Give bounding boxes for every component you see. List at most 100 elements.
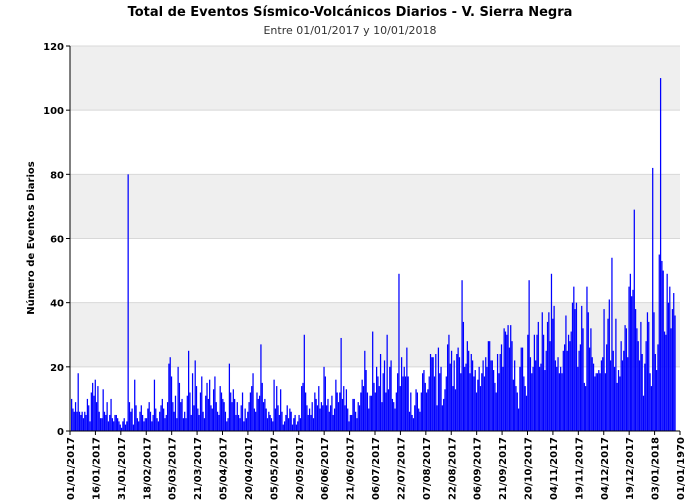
bar <box>452 386 454 431</box>
bar <box>199 392 202 431</box>
bar <box>557 357 559 431</box>
bar <box>608 299 610 431</box>
bar <box>583 382 585 432</box>
bar <box>153 379 156 431</box>
bar <box>98 411 100 431</box>
bar <box>172 402 174 432</box>
bar <box>389 366 391 431</box>
bar <box>308 408 311 431</box>
bar <box>362 386 365 431</box>
x-tick-label: 19/11/2017 <box>574 437 585 500</box>
bar <box>642 395 645 431</box>
bar <box>383 360 386 431</box>
bar <box>282 424 284 431</box>
bar <box>564 344 566 432</box>
bar <box>88 405 90 431</box>
x-ticks: 01/01/2017 16/01/2017 31/01/2017 18/02/2017… <box>66 431 687 500</box>
bar <box>174 395 177 431</box>
bar <box>135 405 137 431</box>
bar <box>429 354 432 431</box>
bar <box>615 318 617 431</box>
bar <box>612 350 614 431</box>
bar <box>571 302 574 431</box>
bar <box>169 357 171 431</box>
bar <box>575 302 578 431</box>
bar <box>436 405 438 431</box>
bar <box>134 379 136 431</box>
bar <box>416 392 418 431</box>
bar <box>435 354 437 431</box>
bar <box>403 366 405 431</box>
bar <box>354 411 357 431</box>
bar <box>311 402 313 432</box>
bar <box>374 392 376 431</box>
bar <box>214 376 216 431</box>
bar <box>673 293 675 431</box>
bar <box>470 354 472 431</box>
bar <box>315 398 317 431</box>
bar <box>127 174 129 431</box>
bar <box>464 366 466 431</box>
bar <box>212 389 215 431</box>
bar <box>577 366 579 431</box>
bar <box>659 78 662 431</box>
bar <box>152 414 154 431</box>
bar <box>606 344 608 432</box>
bar <box>454 389 457 431</box>
bar <box>197 408 199 431</box>
bar <box>358 405 361 431</box>
bar <box>78 411 81 431</box>
bar <box>148 402 150 432</box>
bar <box>262 402 265 432</box>
bar <box>244 408 246 431</box>
bar <box>378 386 380 431</box>
bar <box>73 411 75 431</box>
bar <box>600 360 603 431</box>
bar <box>546 321 549 431</box>
bar <box>185 418 187 431</box>
bar <box>318 386 320 431</box>
bar <box>465 363 467 432</box>
bar <box>495 392 497 431</box>
bar <box>592 363 595 432</box>
bar <box>625 328 628 431</box>
bar <box>483 376 486 431</box>
bar <box>507 325 509 432</box>
bar <box>404 376 407 431</box>
bar <box>446 344 449 432</box>
bar <box>437 347 440 431</box>
bar <box>245 418 248 431</box>
bar <box>280 389 282 431</box>
bar <box>499 354 501 431</box>
bar <box>349 414 351 431</box>
bars <box>71 78 676 432</box>
bar <box>631 296 633 431</box>
bar <box>307 414 309 431</box>
bar <box>340 337 342 431</box>
bar <box>361 379 363 431</box>
bar <box>203 418 206 431</box>
y-tick-label: 100 <box>43 106 64 117</box>
bar <box>335 379 337 431</box>
bar <box>368 408 370 431</box>
bar <box>646 312 649 431</box>
bar <box>666 273 668 431</box>
bar <box>202 411 204 431</box>
bar <box>456 354 458 431</box>
bar <box>364 350 366 431</box>
bar <box>422 373 424 431</box>
bar <box>485 357 487 431</box>
bar <box>312 418 315 431</box>
bar <box>113 421 115 432</box>
bar <box>514 360 516 431</box>
bar <box>255 411 257 431</box>
bar <box>232 389 234 431</box>
bar <box>166 402 169 432</box>
bar <box>145 418 148 431</box>
bar <box>399 386 401 431</box>
bar <box>586 286 588 432</box>
bar <box>370 395 372 431</box>
bar <box>331 395 333 431</box>
bar <box>628 286 630 432</box>
bar <box>227 418 229 431</box>
